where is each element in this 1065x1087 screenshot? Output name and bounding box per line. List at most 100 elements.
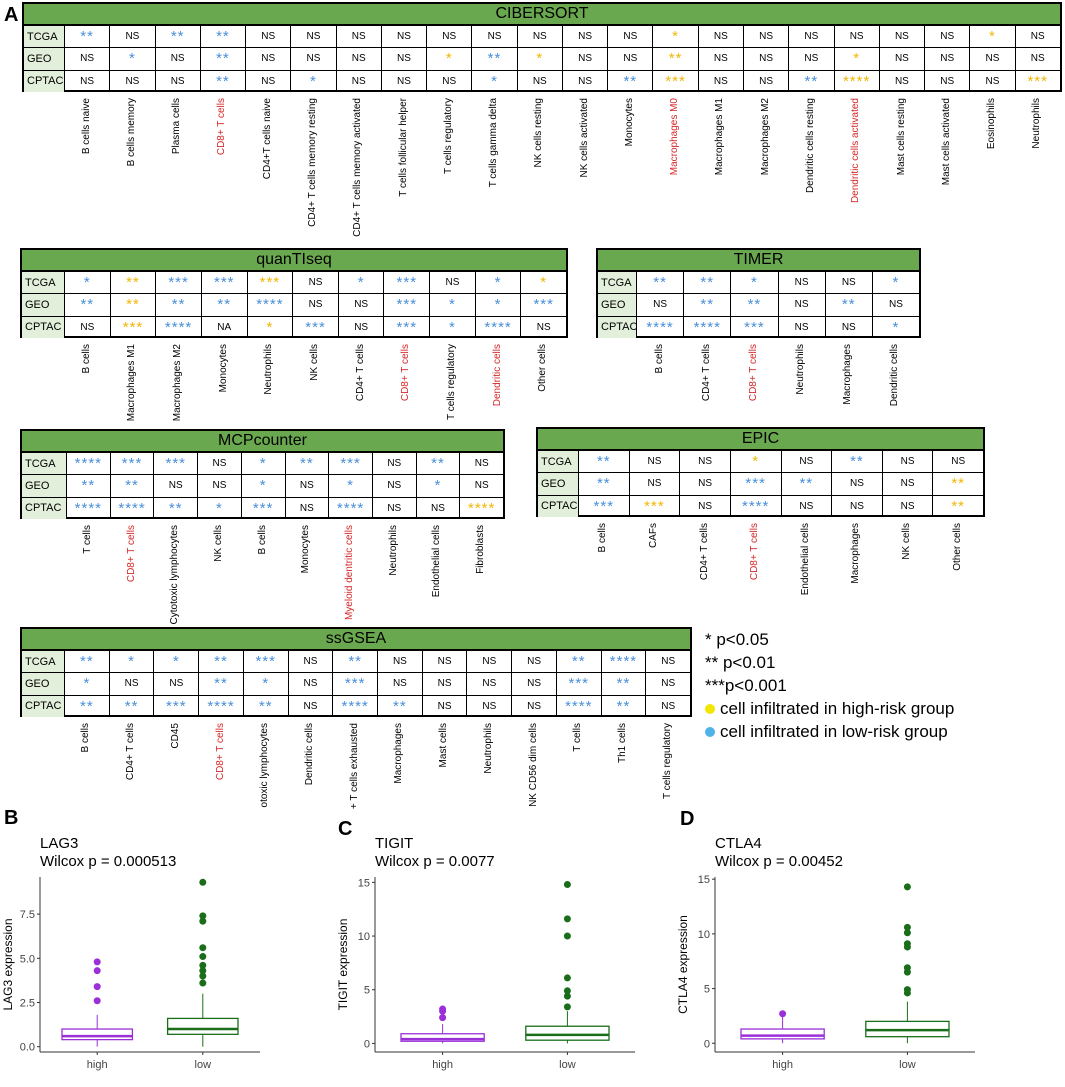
- column-label: B cells: [597, 523, 609, 553]
- cell-value: ***: [744, 318, 765, 336]
- column-label: NK CD56 dim cells: [527, 723, 539, 807]
- cell-value: NS: [841, 321, 856, 333]
- cell-value: NS: [532, 31, 547, 43]
- heatmap-cell: **: [332, 651, 377, 673]
- outlier-point: [199, 979, 207, 987]
- outlier-point: [199, 961, 207, 969]
- outlier-point: [903, 940, 911, 948]
- cell-value: **: [80, 653, 94, 671]
- cell-value: ***: [121, 455, 143, 473]
- heatmap-cell: NS: [831, 473, 882, 495]
- heatmap-cell: NS: [153, 475, 197, 497]
- column-label: Macrophages: [842, 344, 854, 405]
- cell-value: **: [616, 697, 631, 715]
- significance-legend: * p<0.05 ** p<0.01 ***p<0.001 cell infil…: [705, 628, 954, 743]
- boxplot-d: CTLA4 Wilcox p = 0.00452 0 5 10 15 CTLA4 expre…: [675, 832, 1065, 1082]
- timer-table: TIMER TCGA ** ** * NS NS * GEO NS ** ** NS ** NS CPTAC *…: [596, 248, 921, 338]
- panel-letter-d: D: [680, 808, 695, 830]
- outlier-point: [903, 929, 911, 937]
- heatmap-cell: *: [652, 26, 697, 48]
- heatmap-row: TCGA ** * * ** *** NS ** NS NS NS NS ** **** NS: [22, 651, 690, 674]
- cell-value: NS: [985, 75, 1000, 87]
- column-label: Myeloid dentritic cells: [344, 525, 356, 621]
- heatmap-cell: NS: [421, 673, 467, 695]
- cell-value: **: [951, 497, 966, 515]
- cell-value: *: [853, 50, 861, 68]
- heatmap-row: GEO ** ** ** ** **** NS NS *** * * ***: [22, 294, 566, 317]
- cell-value: NS: [442, 31, 457, 43]
- heatmap-cell: NS: [679, 473, 730, 495]
- heatmap-cell: NS: [697, 26, 743, 48]
- outlier-point: [199, 878, 207, 886]
- column-label: CD8+ T cells: [747, 344, 759, 402]
- y-tick-label: 5: [364, 985, 370, 997]
- heatmap-cell: NS: [154, 48, 200, 70]
- y-tick-label: 0: [364, 1038, 370, 1050]
- cell-value: *: [310, 72, 317, 90]
- cell-value: NS: [698, 500, 713, 512]
- heatmap-cell: NS: [466, 673, 511, 695]
- heatmap-cell: *: [833, 48, 879, 70]
- box-high: [61, 1028, 134, 1041]
- cell-value: NS: [397, 31, 411, 43]
- heatmap-cell: **: [600, 695, 646, 717]
- heatmap-cell: NS: [421, 651, 467, 673]
- heatmap-cell: NS: [511, 651, 556, 673]
- cell-value: **: [616, 675, 631, 693]
- heatmap-cell: **: [831, 451, 882, 473]
- cell-value: **: [171, 296, 186, 314]
- column-label: NK cells resting: [533, 98, 545, 168]
- cell-value: **: [80, 28, 94, 46]
- cell-value: ***: [593, 497, 615, 515]
- outlier-point: [93, 958, 101, 966]
- cell-value: *: [445, 50, 453, 68]
- heatmap-cell: NS: [459, 475, 503, 497]
- cell-value: **: [799, 475, 814, 493]
- cell-value: ***: [255, 653, 276, 671]
- cell-value: ***: [644, 497, 665, 515]
- cell-value: ***: [396, 318, 418, 336]
- outlier-point: [903, 883, 911, 891]
- cell-value: NS: [437, 678, 452, 690]
- column-label: Monocytes: [623, 98, 635, 147]
- heatmap-cell: NS: [697, 70, 743, 92]
- heatmap-cell: NS: [290, 48, 335, 70]
- heatmap-cell: NS: [466, 651, 511, 673]
- yellow-dot-icon: [705, 704, 715, 714]
- cell-value: NS: [431, 502, 445, 514]
- boxplot-stat: Wilcox p = 0.00452: [715, 853, 843, 870]
- column-label: CD8+ T cells: [214, 723, 226, 781]
- panel-letter-a: A: [4, 4, 19, 26]
- outlier-point: [563, 992, 571, 1000]
- heatmap-cell: NS: [831, 495, 882, 517]
- cell-value: **: [216, 50, 230, 68]
- boxplot-gene: TIGIT: [375, 835, 413, 852]
- cell-value: NS: [894, 53, 909, 65]
- cell-value: **: [571, 653, 586, 671]
- heatmap-cell: NS: [380, 48, 426, 70]
- heatmap-cell: **: [788, 70, 833, 92]
- heatmap-cell: ***: [383, 272, 429, 294]
- column-label: CD8+ T cells: [216, 98, 228, 156]
- column-label: T cells gamma delta: [488, 98, 500, 188]
- heatmap-row: GEO NS * NS ** NS NS NS NS * ** * NS NS ** NS NS NS * NS NS N…: [24, 48, 1060, 71]
- heatmap-cell: NS: [780, 495, 832, 517]
- heatmap-row: TCGA * ** *** *** *** NS * *** NS * *: [22, 272, 566, 295]
- cell-value: **: [850, 453, 864, 471]
- heatmap-cell: ***: [246, 272, 293, 294]
- box-low: [166, 1017, 239, 1035]
- cell-value: NS: [125, 75, 140, 87]
- cell-value: NS: [713, 31, 728, 43]
- row-label: CPTAC: [22, 695, 64, 717]
- heatmap-cell: **: [932, 473, 983, 495]
- column-label: Dendritic cells: [889, 344, 901, 407]
- cell-value: *: [434, 477, 442, 495]
- heatmap-cell: NS: [377, 673, 422, 695]
- heatmap-cell: ***: [200, 272, 247, 294]
- heatmap-cell: NS: [421, 695, 467, 717]
- cell-value: *: [259, 455, 267, 473]
- column-label: T cells regulatory: [445, 344, 457, 420]
- column-label: Dendritic cells activated: [850, 98, 862, 204]
